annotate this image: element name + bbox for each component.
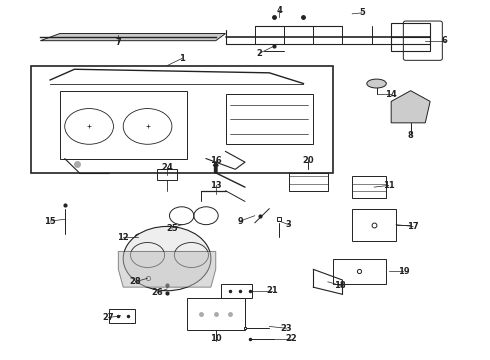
Bar: [187, 298, 245, 330]
Text: 11: 11: [383, 181, 394, 190]
Text: 27: 27: [103, 313, 114, 322]
Text: 14: 14: [385, 90, 397, 99]
Bar: [289, 173, 328, 191]
Bar: [220, 284, 252, 298]
Text: 21: 21: [266, 286, 278, 295]
Text: 9: 9: [237, 217, 243, 226]
Text: 8: 8: [408, 131, 414, 140]
Text: 12: 12: [117, 233, 129, 242]
Bar: [225, 94, 313, 144]
Bar: [157, 169, 177, 180]
Bar: [352, 176, 386, 198]
Text: 10: 10: [210, 334, 221, 343]
Bar: [391, 23, 430, 51]
FancyArrow shape: [213, 162, 218, 173]
Text: 20: 20: [302, 156, 314, 165]
Polygon shape: [391, 91, 430, 123]
Bar: [109, 309, 135, 323]
Bar: [333, 258, 386, 284]
Text: 23: 23: [281, 324, 292, 333]
Text: 1: 1: [179, 54, 185, 63]
Text: 7: 7: [116, 38, 121, 47]
Text: 22: 22: [285, 334, 297, 343]
Text: 4: 4: [276, 6, 282, 15]
Bar: [60, 91, 187, 158]
Text: 2: 2: [257, 49, 263, 58]
Text: 13: 13: [210, 181, 221, 190]
Polygon shape: [118, 251, 216, 287]
Text: 16: 16: [210, 156, 221, 165]
Text: 15: 15: [44, 217, 56, 226]
Text: 18: 18: [334, 281, 346, 290]
Text: 3: 3: [286, 220, 292, 229]
Polygon shape: [40, 33, 225, 41]
Ellipse shape: [367, 79, 386, 88]
Text: 24: 24: [161, 163, 173, 172]
Bar: [352, 208, 396, 241]
Text: 26: 26: [151, 288, 163, 297]
Text: 19: 19: [397, 267, 409, 276]
Bar: [30, 66, 333, 173]
Text: 5: 5: [359, 8, 365, 17]
Text: 25: 25: [166, 224, 178, 233]
Text: 28: 28: [129, 277, 141, 286]
Text: 6: 6: [442, 36, 448, 45]
Circle shape: [123, 226, 211, 291]
Text: 17: 17: [407, 222, 419, 231]
